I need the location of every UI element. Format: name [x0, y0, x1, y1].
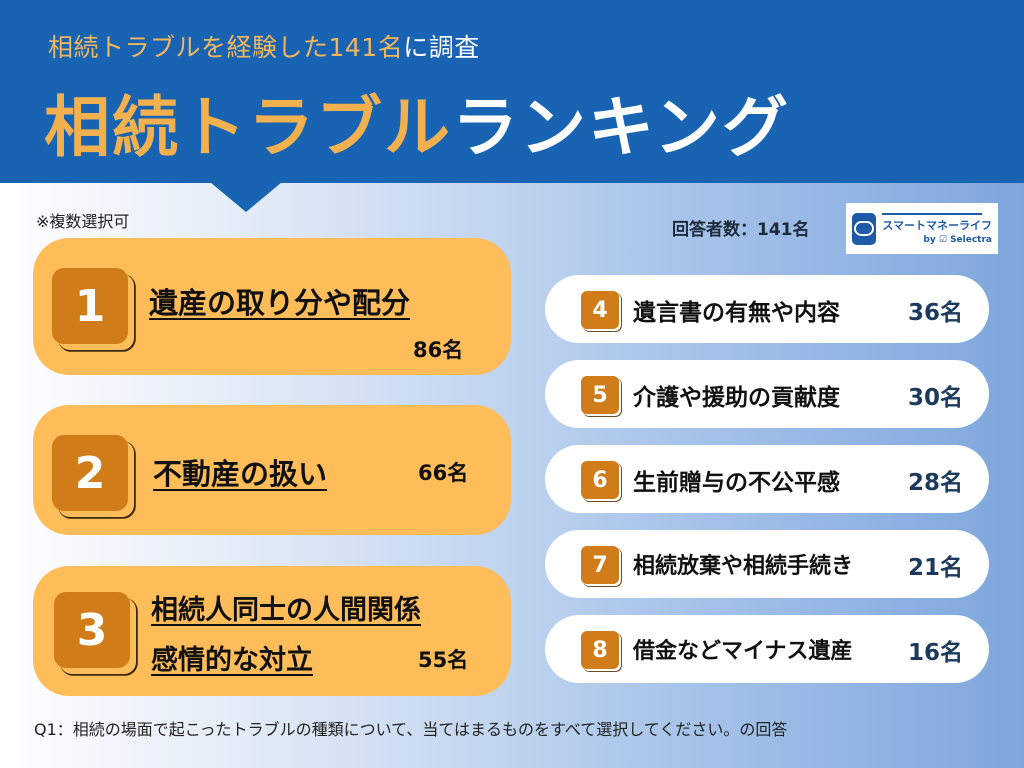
piggy-bank-icon — [852, 212, 877, 245]
multiple-choice-note: ※複数選択可 — [36, 212, 130, 231]
header-pointer-triangle — [210, 182, 282, 212]
logo-byline: by ☑ Selectra — [923, 234, 992, 245]
rank-badge: 8 — [581, 631, 619, 669]
rank-label: 借金などマイナス遺産 — [633, 639, 853, 664]
rank-label: 不動産の扱い — [153, 457, 328, 491]
rank-count: 28名 — [907, 470, 963, 496]
rank-count: 16名 — [907, 640, 963, 666]
rank-badge: 5 — [581, 376, 619, 414]
rank-label: 生前贈与の不公平感 — [633, 470, 840, 496]
rank-count: 36名 — [907, 300, 963, 326]
rank-label: 相続放棄や相続手続き — [633, 554, 854, 579]
rank-badge: 4 — [581, 291, 619, 329]
rank-label: 遺言書の有無や内容 — [633, 300, 840, 326]
rank-card-8: 8 借金などマイナス遺産 16名 — [545, 615, 989, 683]
rank-label: 介護や援助の貢献度 — [633, 385, 840, 411]
title-white-text: ランキング — [452, 89, 791, 166]
rank-count: 21名 — [907, 555, 963, 581]
rank-badge: 7 — [581, 546, 619, 584]
rank-badge: 6 — [581, 461, 619, 499]
rank-count: 66名 — [418, 461, 469, 485]
subtitle-white-text: に調査 — [403, 33, 480, 62]
rank-card-1: 1 遺産の取り分や配分 86名 — [33, 238, 511, 375]
header-subtitle: 相続トラブルを経験した141名に調査 — [48, 28, 480, 64]
rank-count: 55名 — [418, 648, 469, 672]
rank-count: 86名 — [413, 338, 464, 362]
header-banner: 相続トラブルを経験した141名に調査 相続トラブルランキング — [0, 0, 1024, 183]
respondent-count: 回答者数：141名 — [672, 220, 810, 240]
title-orange-text: 相続トラブル — [44, 89, 452, 166]
survey-question-footer: Q1：相続の場面で起こったトラブルの種類について、当てはまるものをすべて選択して… — [34, 720, 788, 739]
rank-card-6: 6 生前贈与の不公平感 28名 — [545, 445, 989, 513]
rank-card-7: 7 相続放棄や相続手続き 21名 — [545, 530, 989, 598]
rank-card-4: 4 遺言書の有無や内容 36名 — [545, 275, 989, 343]
page-title: 相続トラブルランキング — [44, 74, 790, 170]
rank-label: 遺産の取り分や配分 — [149, 286, 411, 320]
rank-card-3: 3 相続人同士の人間関係 感情的な対立 55名 — [33, 566, 511, 696]
subtitle-orange-text: 相続トラブルを経験した141名 — [48, 33, 404, 62]
logo-divider — [882, 212, 983, 215]
logo-name: スマートマネーライフ — [882, 218, 992, 232]
rank-label-line1: 相続人同士の人間関係 — [151, 595, 421, 626]
rank-badge: 2 — [52, 435, 128, 511]
rank-badge: 1 — [52, 268, 128, 344]
rank-badge: 3 — [54, 592, 130, 668]
rank-count: 30名 — [907, 385, 963, 411]
rank-card-2: 2 不動産の扱い 66名 — [33, 405, 511, 535]
brand-logo: スマートマネーライフ by ☑ Selectra — [846, 203, 998, 254]
rank-card-5: 5 介護や援助の貢献度 30名 — [545, 360, 989, 428]
rank-label-line2: 感情的な対立 — [151, 645, 313, 676]
